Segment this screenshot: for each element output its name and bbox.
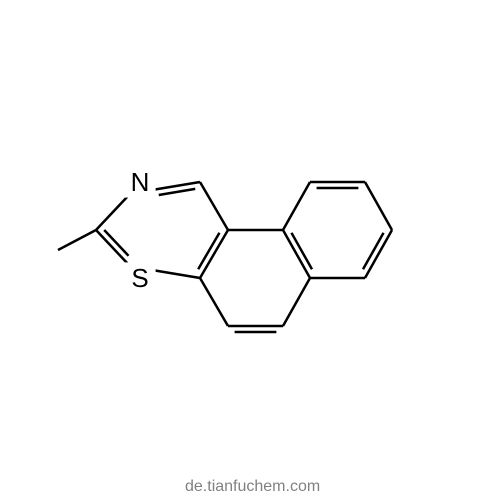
atom-label-S: S <box>131 263 148 293</box>
bond <box>200 182 228 230</box>
atom-label-N: N <box>131 167 150 197</box>
bond <box>200 278 228 326</box>
bond <box>283 230 310 278</box>
bond <box>96 196 128 230</box>
watermark-text: de.tianfuchem.com <box>185 478 320 496</box>
bond <box>96 230 128 264</box>
bond <box>152 270 200 278</box>
bond <box>283 182 310 230</box>
bond <box>58 230 96 250</box>
molecule-svg: NS <box>0 0 500 500</box>
bond <box>365 230 392 278</box>
atoms-group: NS <box>124 166 155 293</box>
bond <box>283 278 310 326</box>
bond <box>365 182 392 230</box>
bonds-group <box>58 182 392 332</box>
chemical-structure-diagram: NS de.tianfuchem.com <box>0 0 500 500</box>
bond <box>200 230 228 278</box>
bond-double <box>159 189 195 195</box>
